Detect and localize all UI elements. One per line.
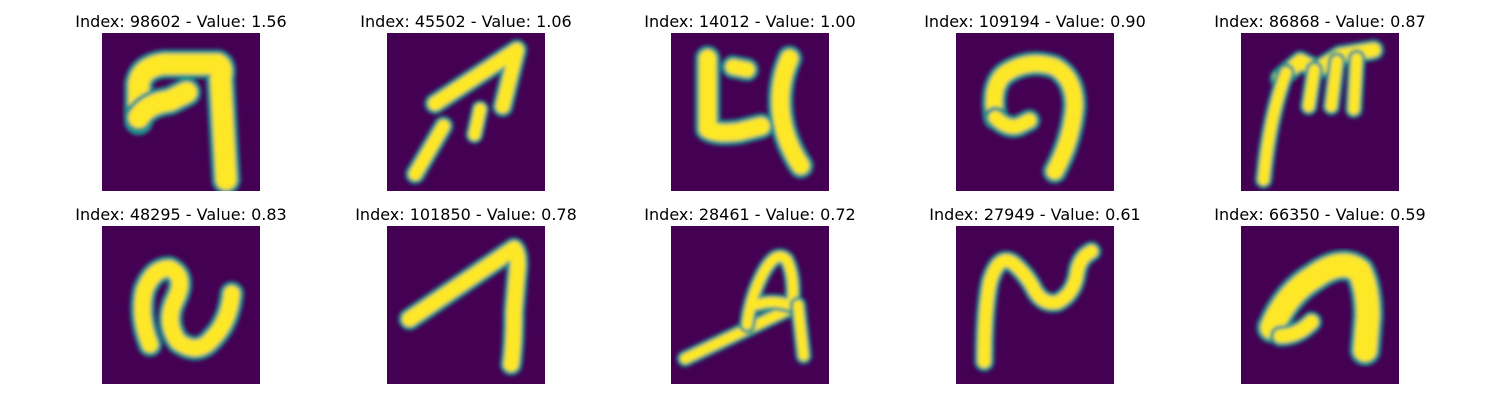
panel-9: Index: 27949 - Value: 0.61 — [929, 205, 1141, 384]
panel-title: Index: 45502 - Value: 1.06 — [360, 12, 572, 31]
handwritten-glyph-image — [387, 226, 545, 384]
panel-2: Index: 45502 - Value: 1.06 — [360, 12, 572, 191]
panel-1: Index: 98602 - Value: 1.56 — [75, 12, 287, 191]
panel-title: Index: 28461 - Value: 0.72 — [644, 205, 856, 224]
panel-title: Index: 86868 - Value: 0.87 — [1214, 12, 1426, 31]
panel-3: Index: 14012 - Value: 1.00 — [644, 12, 856, 191]
handwritten-glyph-image — [671, 33, 829, 191]
handwritten-glyph-image — [102, 33, 260, 191]
panel-title: Index: 14012 - Value: 1.00 — [644, 12, 856, 31]
panel-10: Index: 66350 - Value: 0.59 — [1214, 205, 1426, 384]
panel-8: Index: 28461 - Value: 0.72 — [644, 205, 856, 384]
handwritten-glyph-image — [956, 33, 1114, 191]
panel-title: Index: 101850 - Value: 0.78 — [355, 205, 577, 224]
panel-7: Index: 101850 - Value: 0.78 — [355, 205, 577, 384]
panel-title: Index: 27949 - Value: 0.61 — [929, 205, 1141, 224]
handwritten-glyph-image — [102, 226, 260, 384]
panel-title: Index: 98602 - Value: 1.56 — [75, 12, 287, 31]
handwritten-glyph-image — [1241, 226, 1399, 384]
handwritten-glyph-image — [956, 226, 1114, 384]
panel-6: Index: 48295 - Value: 0.83 — [75, 205, 287, 384]
panel-4: Index: 109194 - Value: 0.90 — [924, 12, 1146, 191]
handwritten-glyph-image — [1241, 33, 1399, 191]
panel-title: Index: 66350 - Value: 0.59 — [1214, 205, 1426, 224]
handwritten-glyph-image — [671, 226, 829, 384]
panel-5: Index: 86868 - Value: 0.87 — [1214, 12, 1426, 191]
panel-title: Index: 48295 - Value: 0.83 — [75, 205, 287, 224]
panel-title: Index: 109194 - Value: 0.90 — [924, 12, 1146, 31]
handwritten-glyph-image — [387, 33, 545, 191]
